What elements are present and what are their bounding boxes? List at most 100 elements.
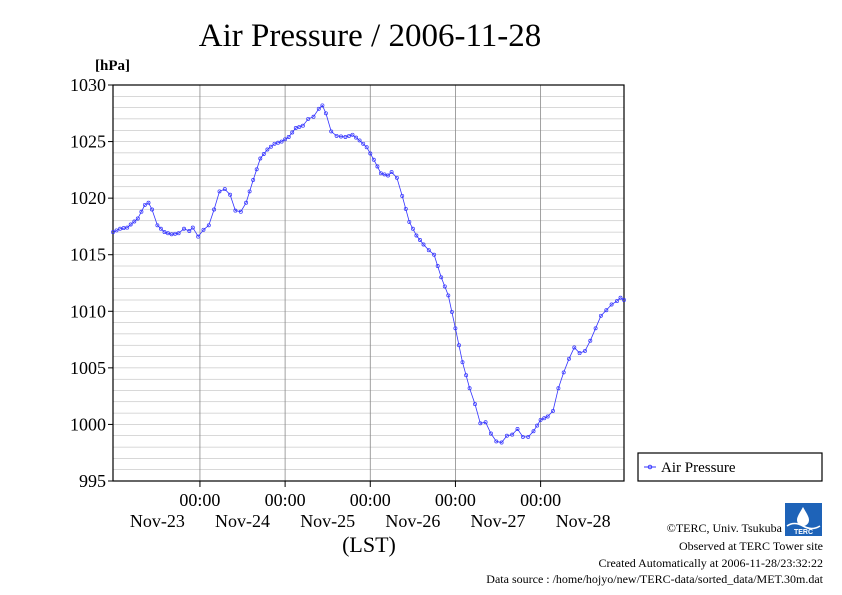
data-point (442, 284, 447, 289)
data-point (526, 434, 531, 439)
data-point (334, 133, 339, 138)
grid-lines (113, 85, 624, 481)
data-point (323, 111, 328, 116)
data-point (162, 230, 167, 235)
data-point (125, 225, 130, 230)
data-point (254, 167, 259, 172)
x-tick-time-label: 00:00 (179, 490, 220, 510)
data-point (111, 230, 115, 235)
data-point (460, 360, 465, 365)
data-point (556, 386, 561, 391)
data-point (118, 226, 123, 231)
data-point (320, 103, 325, 108)
data-point (577, 351, 582, 356)
x-tick-date-label: Nov-25 (300, 511, 355, 531)
data-point (386, 173, 390, 178)
x-axis-label: (LST) (342, 532, 396, 557)
legend-box (637, 452, 823, 482)
data-point (364, 145, 369, 150)
data-point (212, 207, 217, 212)
x-tick-date-label: Nov-23 (130, 511, 185, 531)
data-point (150, 207, 154, 212)
data-point (435, 264, 440, 268)
data-point (382, 172, 387, 177)
data-point (604, 308, 609, 313)
data-point (410, 226, 415, 231)
x-tick-time-label: 00:00 (520, 490, 561, 510)
data-point (268, 144, 273, 149)
data-point (114, 228, 119, 233)
data-point (297, 124, 302, 129)
data-point (217, 189, 222, 194)
y-tick-label: 1020 (70, 188, 106, 208)
data-point (272, 141, 277, 146)
y-tick-label: 1000 (70, 414, 106, 434)
data-point (483, 420, 488, 425)
data-point (222, 187, 227, 192)
legend-label: Air Pressure (661, 460, 736, 476)
data-point (128, 222, 133, 227)
data-point (343, 135, 348, 139)
data-point (146, 200, 151, 205)
data-point (375, 164, 380, 169)
data-source-text: Data source : /home/hojyo/new/TERC-data/… (486, 572, 823, 586)
data-point (190, 225, 195, 230)
data-point (551, 408, 555, 413)
data-point (354, 135, 359, 140)
data-point (316, 106, 321, 111)
data-point (251, 178, 256, 182)
data-point (407, 219, 412, 224)
data-point (403, 206, 408, 211)
y-axis-unit-label: [hPa] (95, 58, 130, 74)
data-point (598, 313, 603, 318)
observed-text: Observed at TERC Tower site (679, 539, 823, 553)
data-point (572, 345, 577, 350)
data-point (453, 326, 458, 331)
x-tick-date-label: Nov-27 (471, 511, 526, 531)
data-point (421, 242, 426, 247)
data-point (306, 116, 311, 121)
data-point (432, 252, 437, 257)
series-air-pressure (111, 103, 626, 445)
data-point (139, 209, 144, 214)
data-point (520, 434, 525, 439)
data-point (473, 402, 477, 407)
created-text: Created Automatically at 2006-11-28/23:3… (598, 556, 823, 570)
data-point (446, 293, 451, 298)
data-point (545, 414, 550, 419)
x-tick-time-label: 00:00 (265, 490, 306, 510)
data-point (618, 295, 623, 300)
data-point (247, 189, 252, 194)
data-point (542, 416, 547, 421)
y-tick-label: 995 (79, 471, 106, 491)
data-point (132, 219, 137, 224)
data-point (593, 326, 598, 331)
data-point (361, 141, 366, 146)
data-point (400, 193, 405, 198)
y-tick-label: 1010 (70, 301, 106, 321)
data-point (510, 432, 515, 437)
data-point (300, 123, 305, 128)
data-point (614, 299, 619, 304)
data-point (449, 309, 454, 314)
series-line (112, 104, 625, 443)
data-point (378, 171, 383, 176)
data-point (371, 157, 376, 162)
data-point (368, 151, 373, 156)
data-point (201, 227, 206, 232)
data-point (531, 429, 536, 434)
data-point (244, 200, 249, 205)
data-point (265, 147, 270, 152)
x-tick-time-label: 00:00 (435, 490, 476, 510)
data-point (561, 370, 566, 375)
terc-logo: TERC (785, 503, 822, 536)
data-point (426, 248, 431, 253)
data-point (414, 233, 419, 238)
data-point (515, 427, 520, 431)
data-point (350, 132, 355, 137)
x-tick-date-label: Nov-24 (215, 511, 270, 531)
data-point (182, 226, 186, 231)
data-point (279, 139, 284, 144)
data-point (286, 135, 291, 139)
